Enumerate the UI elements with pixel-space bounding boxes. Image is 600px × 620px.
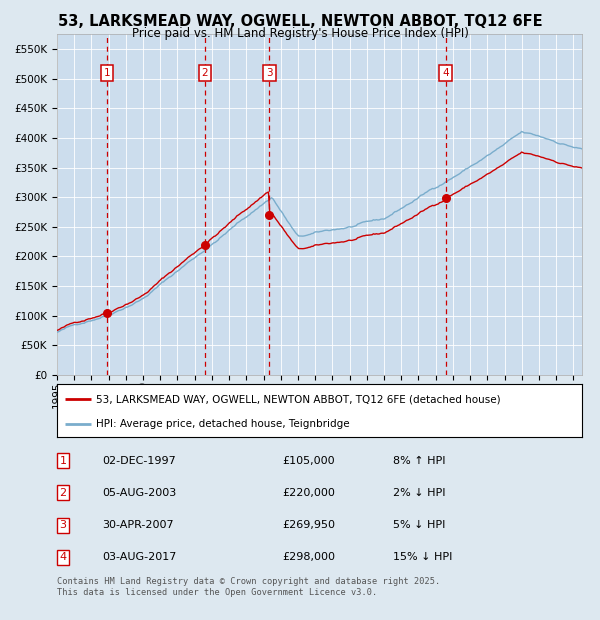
Text: 53, LARKSMEAD WAY, OGWELL, NEWTON ABBOT, TQ12 6FE (detached house): 53, LARKSMEAD WAY, OGWELL, NEWTON ABBOT,…: [97, 394, 501, 404]
Text: 4: 4: [442, 68, 449, 78]
Text: 3: 3: [266, 68, 272, 78]
Text: Price paid vs. HM Land Registry's House Price Index (HPI): Price paid vs. HM Land Registry's House …: [131, 27, 469, 40]
Text: 1: 1: [59, 456, 67, 466]
Text: 02-DEC-1997: 02-DEC-1997: [102, 456, 176, 466]
Text: 4: 4: [59, 552, 67, 562]
Text: 2: 2: [202, 68, 208, 78]
Text: £269,950: £269,950: [282, 520, 335, 530]
Text: 30-APR-2007: 30-APR-2007: [102, 520, 173, 530]
Text: £298,000: £298,000: [282, 552, 335, 562]
Text: £220,000: £220,000: [282, 488, 335, 498]
Text: 3: 3: [59, 520, 67, 530]
Text: 5% ↓ HPI: 5% ↓ HPI: [393, 520, 445, 530]
Text: 8% ↑ HPI: 8% ↑ HPI: [393, 456, 445, 466]
Text: 03-AUG-2017: 03-AUG-2017: [102, 552, 176, 562]
Text: 2% ↓ HPI: 2% ↓ HPI: [393, 488, 445, 498]
Text: HPI: Average price, detached house, Teignbridge: HPI: Average price, detached house, Teig…: [97, 419, 350, 429]
Text: £105,000: £105,000: [282, 456, 335, 466]
Text: 05-AUG-2003: 05-AUG-2003: [102, 488, 176, 498]
Text: 2: 2: [59, 488, 67, 498]
Text: Contains HM Land Registry data © Crown copyright and database right 2025.
This d: Contains HM Land Registry data © Crown c…: [57, 577, 440, 598]
Text: 53, LARKSMEAD WAY, OGWELL, NEWTON ABBOT, TQ12 6FE: 53, LARKSMEAD WAY, OGWELL, NEWTON ABBOT,…: [58, 14, 542, 29]
Text: 1: 1: [104, 68, 110, 78]
Text: 15% ↓ HPI: 15% ↓ HPI: [393, 552, 452, 562]
